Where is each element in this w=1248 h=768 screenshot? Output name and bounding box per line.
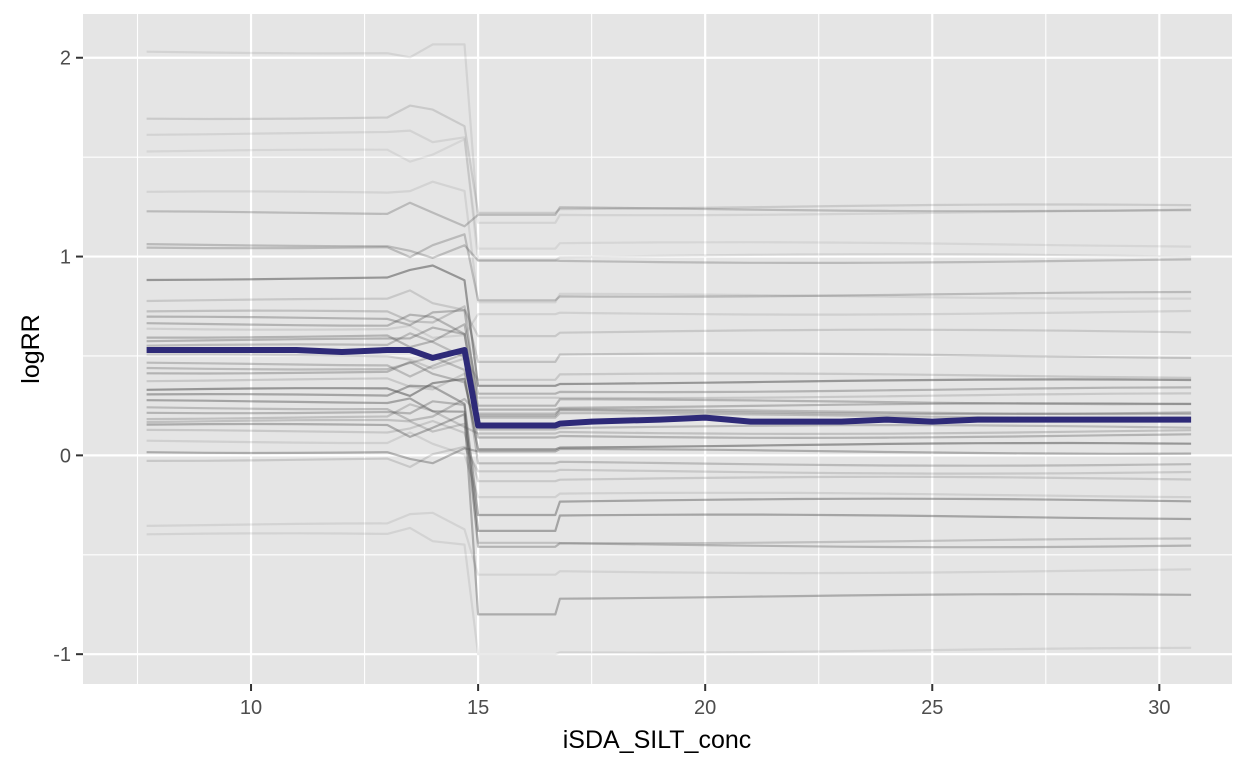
x-tick-label: 25: [921, 697, 943, 719]
y-tick-label: 1: [60, 247, 71, 269]
series-line: [146, 353, 1192, 381]
x-tick-label: 10: [240, 697, 262, 719]
series-line: [146, 309, 1192, 339]
series-line: [146, 418, 1192, 545]
series-line: [146, 332, 1192, 431]
series-line: [146, 419, 1192, 483]
x-tick-label: 20: [694, 697, 716, 719]
series-line: [146, 323, 1192, 395]
y-axis-title: logRR: [17, 314, 45, 383]
series-line: [146, 372, 1192, 400]
series-line: [146, 526, 1192, 656]
series-line: [146, 309, 1192, 407]
series-line: [146, 138, 1192, 250]
y-axis-ticks: -1 0 1 2: [53, 48, 83, 666]
series-line: [146, 413, 1192, 616]
series-line: [146, 129, 1192, 262]
series-line: [146, 445, 1192, 475]
series-line: [146, 384, 1192, 517]
series-line: [146, 43, 1192, 224]
series-line: [146, 326, 1192, 411]
series-line: [146, 243, 1192, 264]
y-tick-label: 0: [60, 445, 71, 467]
mean-line: [146, 347, 1192, 429]
series-line: [146, 180, 1192, 304]
series-line: [146, 400, 1192, 549]
series-line: [146, 289, 1192, 338]
x-axis-title: iSDA_SILT_conc: [563, 726, 752, 754]
x-tick-label: 30: [1148, 697, 1170, 719]
series-line: [146, 397, 1192, 422]
series-line: [146, 431, 1192, 499]
series-line: [146, 377, 1192, 451]
y-tick-label: 2: [60, 48, 71, 70]
series-line: [146, 403, 1192, 435]
x-axis-ticks: 10 15 20 25 30: [240, 684, 1170, 719]
series-line: [146, 511, 1192, 576]
grid-major: [83, 14, 1232, 684]
y-tick-label: -1: [53, 644, 71, 666]
x-tick-label: 15: [467, 697, 489, 719]
series-line: [146, 313, 1192, 417]
mean-line-layer: [146, 347, 1192, 429]
series-line: [146, 104, 1192, 214]
series-line: [146, 233, 1192, 302]
series-line: [146, 355, 1192, 467]
series-line: [146, 397, 1192, 533]
series-line: [146, 447, 1192, 465]
series-line: [146, 360, 1192, 439]
series-line: [146, 305, 1192, 363]
series-line: [146, 201, 1192, 228]
series-line: [146, 264, 1192, 387]
